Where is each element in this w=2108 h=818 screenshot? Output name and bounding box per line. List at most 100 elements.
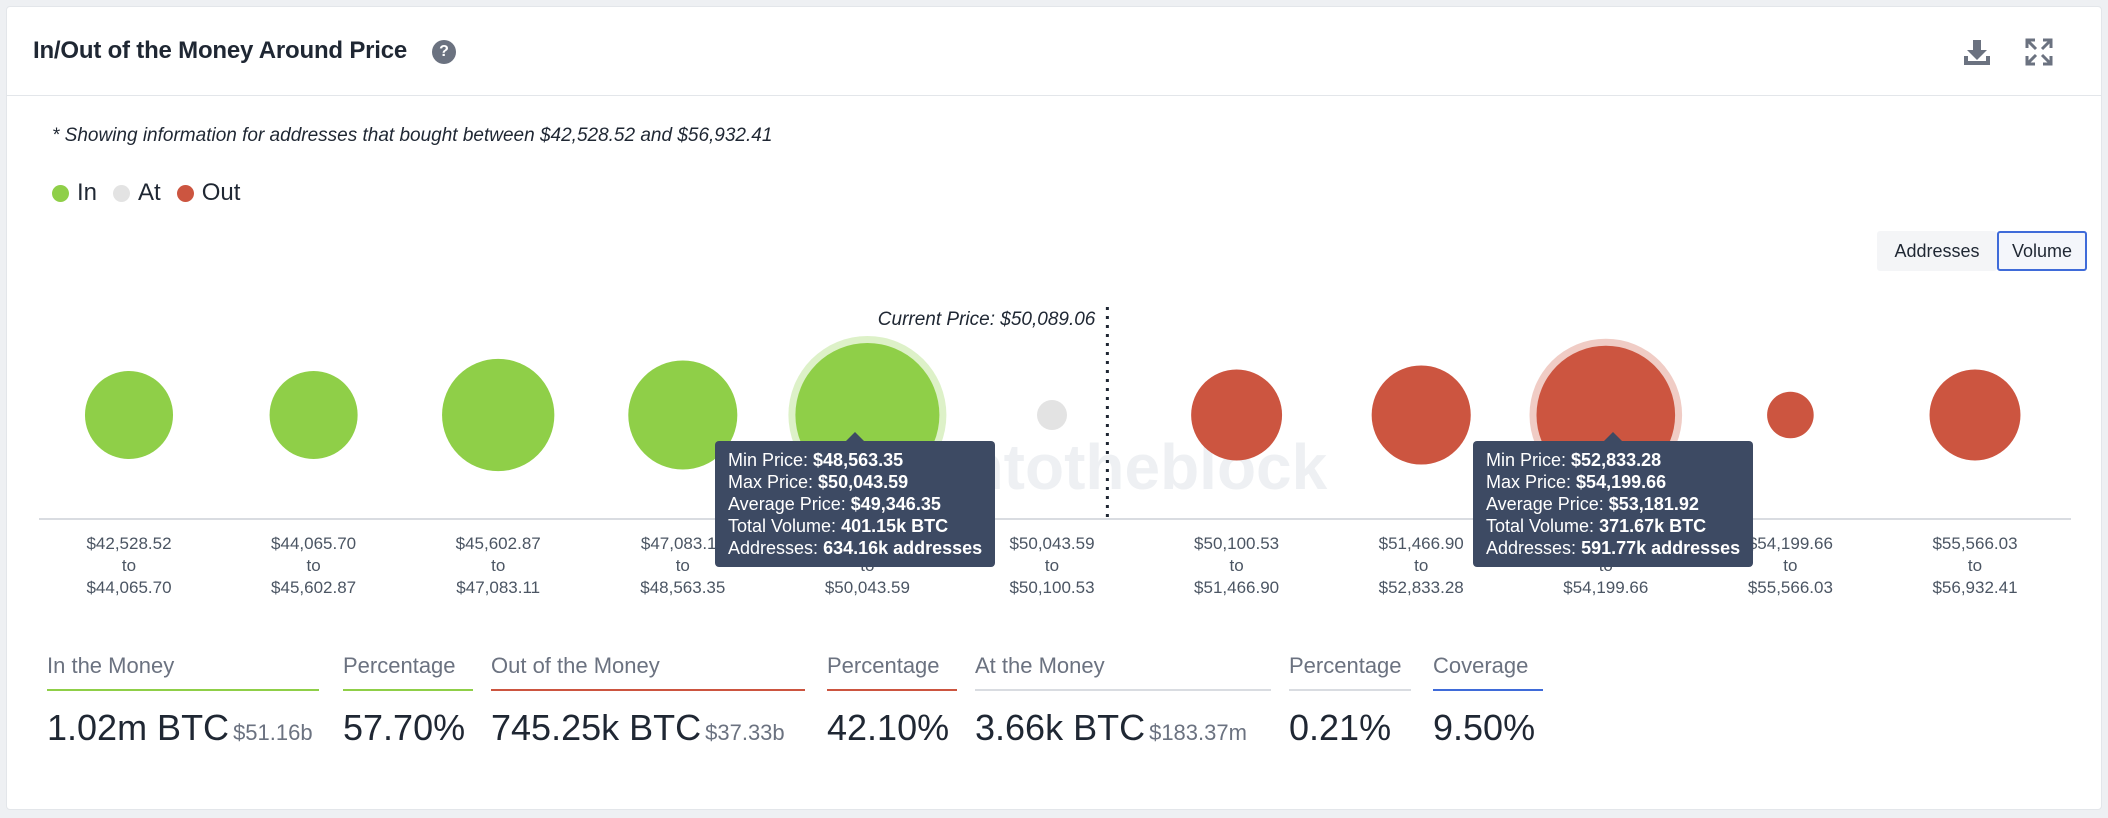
tick-label-to: to — [491, 556, 505, 575]
volume-toggle-button[interactable]: Volume — [1997, 231, 2087, 271]
legend-dot-out — [176, 184, 194, 202]
range-note: * Showing information for addresses that… — [52, 125, 773, 146]
bubble-at — [1037, 400, 1067, 430]
current-price-label: Current Price: $50,089.06 — [878, 309, 1096, 330]
bubble-in — [84, 370, 174, 460]
addresses-toggle-button[interactable]: Addresses — [1877, 231, 1997, 271]
tooltip-label: Total Volume: — [1486, 516, 1595, 536]
tick-label-from: $47,083.11 — [641, 534, 725, 553]
stat-in-percentage: Percentage 57.70% — [343, 653, 473, 749]
bubble-out — [1191, 369, 1283, 461]
stat-value: 3.66k BTC — [975, 707, 1146, 748]
tooltip-label: Min Price: — [728, 450, 809, 470]
tick-label-upto: $54,199.66 — [1563, 578, 1648, 597]
expand-icon[interactable] — [2022, 35, 2056, 69]
stat-in-the-money: In the Money 1.02m BTC $51.16b — [47, 653, 319, 749]
stat-label: Percentage — [1289, 653, 1402, 678]
stat-at-percentage: Percentage 0.21% — [1289, 653, 1411, 749]
tick-label-to: to — [307, 556, 321, 575]
tooltip-avg-price: $53,181.92 — [1608, 494, 1699, 514]
bubble-out — [1767, 391, 1814, 439]
tick-label-from: $55,566.03 — [1932, 534, 2017, 553]
stat-value: 42.10% — [827, 707, 950, 748]
tick-label-upto: $51,466.90 — [1194, 578, 1279, 597]
stat-sub-value: $51.16b — [233, 720, 313, 745]
stat-out-of-the-money: Out of the Money 745.25k BTC $37.33b — [491, 653, 805, 749]
card-title: In/Out of the Money Around Price — [33, 37, 408, 64]
legend-item-at[interactable]: At — [113, 179, 161, 207]
tick-label-upto: $56,932.41 — [1932, 578, 2017, 597]
stat-sub-value: $37.33b — [705, 720, 785, 745]
stat-value: 57.70% — [343, 707, 466, 748]
stat-out-percentage: Percentage 42.10% — [827, 653, 957, 749]
tooltip-label: Max Price: — [728, 472, 814, 492]
tick-label-upto: $55,566.03 — [1748, 578, 1833, 597]
tooltip-min-price: $48,563.35 — [813, 450, 904, 470]
tick-label-to: to — [122, 556, 136, 575]
stat-value: 9.50% — [1433, 707, 1536, 748]
tick-label-upto: $48,563.35 — [640, 578, 725, 597]
tick-label-from: $50,043.59 — [1009, 534, 1094, 553]
legend-dot-in — [52, 184, 69, 202]
tick-label-to: to — [1230, 556, 1244, 575]
tooltip-label: Average Price: — [1486, 494, 1604, 514]
legend-label-out: Out — [201, 179, 241, 206]
tick-label-upto: $50,043.59 — [825, 578, 910, 597]
tick-label-upto: $47,083.11 — [456, 578, 540, 597]
tooltip-avg-price: $49,346.35 — [850, 494, 941, 514]
stat-label: Percentage — [343, 653, 456, 678]
tick-label-to: to — [1414, 556, 1428, 575]
bubble-out — [1371, 365, 1471, 465]
legend-item-out[interactable]: Out — [176, 179, 241, 207]
bubble-in — [442, 358, 555, 472]
tick-label-upto: $44,065.70 — [86, 578, 171, 597]
chart-card: In/Out of the Money Around Price ? * Sho… — [6, 6, 2102, 810]
tooltip-label: Addresses: — [728, 538, 819, 558]
stat-label: At the Money — [975, 653, 1105, 678]
stat-label: Out of the Money — [491, 653, 660, 678]
stat-coverage: Coverage 9.50% — [1433, 653, 1543, 749]
tick-label-to: to — [1968, 556, 1982, 575]
tick-label-upto: $45,602.87 — [271, 578, 356, 597]
tooltip-label: Total Volume: — [728, 516, 837, 536]
tick-label-to: to — [1783, 556, 1797, 575]
tick-label-to: to — [1045, 556, 1059, 575]
tooltip-addresses: 634.16k addresses — [823, 538, 983, 558]
tooltip-label: Min Price: — [1486, 450, 1567, 470]
tick-label-upto: $52,833.28 — [1379, 578, 1464, 597]
legend-label-at: At — [138, 179, 161, 206]
tick-label-from: $44,065.70 — [271, 534, 356, 553]
stat-sub-value: $183.37m — [1149, 720, 1247, 745]
stat-label: In the Money — [47, 653, 175, 678]
legend-label-in: In — [77, 179, 98, 206]
stat-at-the-money: At the Money 3.66k BTC $183.37m — [975, 653, 1271, 749]
tick-label-from: $42,528.52 — [86, 534, 171, 553]
bucket-tooltip: Min Price: $48,563.35 Max Price: $50,043… — [715, 432, 996, 567]
tooltip-max-price: $54,199.66 — [1576, 472, 1667, 492]
legend-dot-at — [113, 184, 131, 202]
card-header: In/Out of the Money Around Price ? — [7, 7, 2101, 96]
legend-item-in[interactable]: In — [52, 179, 97, 207]
download-icon[interactable] — [1960, 35, 1994, 69]
bubble-in — [628, 360, 738, 470]
tick-label-to: to — [676, 556, 690, 575]
tooltip-min-price: $52,833.28 — [1571, 450, 1662, 470]
bubble-in — [269, 370, 358, 460]
stat-value: 0.21% — [1289, 707, 1392, 748]
tick-label-from: $51,466.90 — [1379, 534, 1464, 553]
tick-label-from: $54,199.66 — [1748, 534, 1833, 553]
stat-value: 1.02m BTC — [47, 707, 230, 748]
tooltip-label: Addresses: — [1486, 538, 1577, 558]
tooltip-label: Max Price: — [1486, 472, 1572, 492]
tick-label-from: $45,602.87 — [456, 534, 541, 553]
bucket-tooltip: Min Price: $52,833.28 Max Price: $54,199… — [1473, 432, 1754, 567]
stat-value: 745.25k BTC — [491, 707, 702, 748]
tooltip-max-price: $50,043.59 — [818, 472, 909, 492]
legend: In At Out — [52, 177, 256, 209]
tooltip-total-volume: 371.67k BTC — [1599, 516, 1707, 536]
tooltip-addresses: 591.77k addresses — [1581, 538, 1741, 558]
tooltip-total-volume: 401.15k BTC — [841, 516, 949, 536]
tick-label-from: $50,100.53 — [1194, 534, 1279, 553]
question-circle-icon[interactable]: ? — [432, 40, 456, 64]
